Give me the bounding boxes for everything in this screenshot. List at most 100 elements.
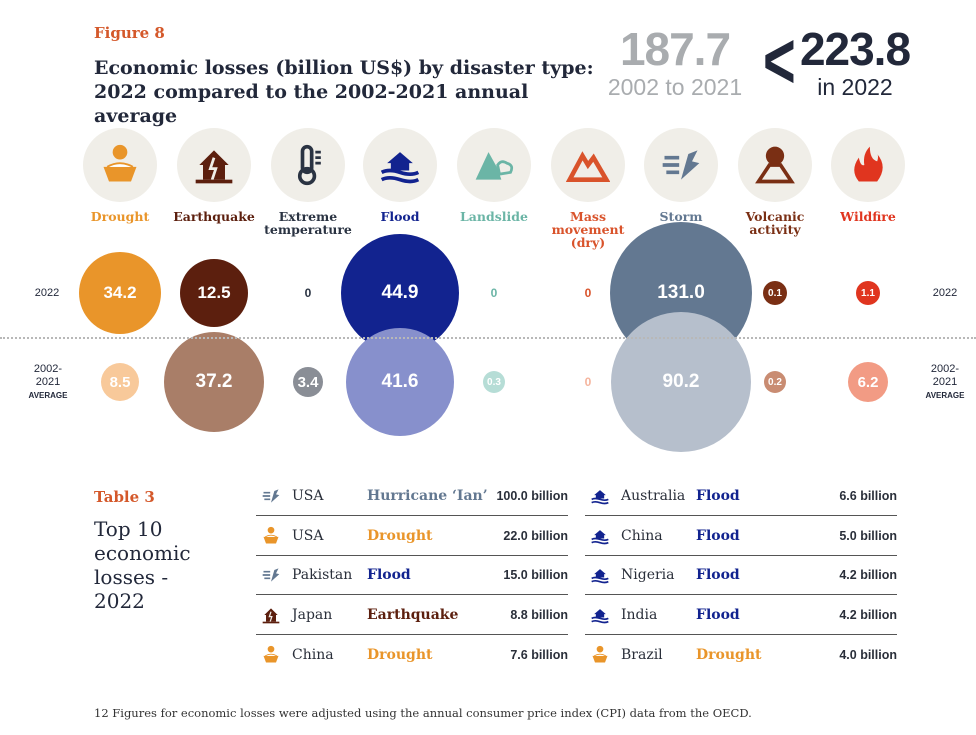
row-label-2022-right: 2022 xyxy=(932,287,958,299)
flood-icon xyxy=(380,152,420,184)
figure-label: Figure 8 xyxy=(94,24,165,42)
bubble-average: 0 xyxy=(584,375,592,389)
table-row: USA Hurricane ‘Ian’ 100.0 billion xyxy=(256,477,568,516)
volcano-icon xyxy=(755,146,795,184)
disaster-label: Drought xyxy=(90,209,150,224)
row-icon xyxy=(585,526,615,546)
disaster-icon-circle xyxy=(83,128,157,202)
drought-icon xyxy=(103,144,137,182)
mountain-icon xyxy=(566,151,610,182)
row-icon xyxy=(585,565,615,585)
disaster-label: Volcanic activity xyxy=(745,209,805,237)
divider-dotted xyxy=(0,337,976,339)
row-country: India xyxy=(621,606,658,623)
row-loss-value: 5.0 billion xyxy=(839,528,897,543)
bubble-2022: 0.1 xyxy=(763,281,787,305)
row-loss-value: 4.0 billion xyxy=(839,647,897,662)
drought-icon xyxy=(263,526,279,543)
bubble-average: 8.5 xyxy=(101,363,139,401)
row-loss-value: 6.6 billion xyxy=(839,489,897,503)
row-label-average: 2002- 2021 AVERAGE xyxy=(28,363,68,400)
disaster-label: Storm xyxy=(659,209,703,224)
row-disaster-type: Hurricane ‘Ian’ xyxy=(367,488,488,504)
row-disaster-type: Drought xyxy=(367,527,433,544)
table-row: Australia Flood 6.6 billion xyxy=(585,477,897,516)
disaster-icon-circle xyxy=(644,128,718,202)
flood-icon xyxy=(591,608,609,623)
disaster-label: Earthquake xyxy=(173,209,255,224)
table-row: China Drought 7.6 billion xyxy=(256,635,568,674)
bubble-2022: 12.5 xyxy=(180,259,248,327)
row-country: Australia xyxy=(621,488,686,504)
drought-icon xyxy=(263,645,279,662)
title-line-1: Economic losses (billion US$) by disaste… xyxy=(94,57,594,79)
drought-icon xyxy=(592,645,608,662)
disaster-icon-circle xyxy=(363,128,437,202)
row-country: China xyxy=(292,646,334,663)
flood-icon xyxy=(591,490,609,505)
table-label: Table 3 xyxy=(94,488,155,506)
row-country: Japan xyxy=(292,606,333,623)
row-icon xyxy=(585,645,615,665)
row-disaster-type: Flood xyxy=(696,567,740,583)
disaster-label: Landslide xyxy=(460,209,528,224)
disaster-label: Mass movement (dry) xyxy=(551,209,625,250)
disaster-icon-circle xyxy=(831,128,905,202)
earthquake-icon xyxy=(195,150,233,184)
row-disaster-type: Drought xyxy=(367,646,433,663)
flood-icon xyxy=(591,529,609,544)
average-total: 187.7 xyxy=(619,23,731,75)
table-row: Japan Earthquake 8.8 billion xyxy=(256,596,568,635)
bubble-average: 0.2 xyxy=(764,371,786,393)
row-country: Nigeria xyxy=(621,567,675,583)
row-loss-value: 7.6 billion xyxy=(510,647,568,662)
row-disaster-type: Earthquake xyxy=(367,606,459,623)
bubble-2022: 44.9 xyxy=(341,234,459,352)
row-loss-value: 100.0 billion xyxy=(496,489,568,503)
disaster-label: Extreme temperature xyxy=(264,209,352,237)
bubble-average: 3.4 xyxy=(293,367,323,397)
row-icon xyxy=(256,605,286,625)
row-country: Pakistan xyxy=(292,567,353,583)
row-disaster-type: Flood xyxy=(696,527,740,544)
bubble-2022: 0 xyxy=(304,286,312,300)
row-icon xyxy=(256,486,286,506)
table-row: Brazil Drought 4.0 billion xyxy=(585,635,897,674)
earthquake-icon xyxy=(262,607,280,623)
row-disaster-type: Flood xyxy=(696,606,740,623)
disaster-label: Flood xyxy=(380,209,420,224)
row-disaster-type: Drought xyxy=(696,646,762,663)
row-loss-value: 15.0 billion xyxy=(503,568,568,582)
disaster-icon-circle xyxy=(551,128,625,202)
row-icon xyxy=(256,526,286,546)
table-row: USA Drought 22.0 billion xyxy=(256,517,568,556)
disaster-icon-circle xyxy=(271,128,345,202)
current-total: 223.8 xyxy=(799,23,911,75)
flood-icon xyxy=(591,569,609,584)
row-label-average-right: 2002- 2021 AVERAGE xyxy=(925,363,965,400)
bubble-average: 41.6 xyxy=(346,328,454,436)
thermometer-icon xyxy=(297,144,321,186)
table-row: Nigeria Flood 4.2 billion xyxy=(585,556,897,595)
row-loss-value: 4.2 billion xyxy=(839,568,897,582)
bubble-average: 0.3 xyxy=(483,371,505,393)
bubble-average: 6.2 xyxy=(848,362,888,402)
row-country: USA xyxy=(292,488,324,504)
storm-icon xyxy=(262,568,280,582)
disaster-label: Wildfire xyxy=(840,209,896,224)
row-country: USA xyxy=(292,527,324,544)
storm-icon xyxy=(662,150,700,180)
row-country: Brazil xyxy=(621,646,663,663)
table-row: India Flood 4.2 billion xyxy=(585,596,897,635)
row-icon xyxy=(256,565,286,585)
bubble-2022: 0 xyxy=(490,286,498,300)
row-icon xyxy=(585,486,615,506)
wildfire-icon xyxy=(854,146,883,182)
bubble-2022: 0 xyxy=(584,286,592,300)
row-icon xyxy=(585,605,615,625)
table-row: China Flood 5.0 billion xyxy=(585,517,897,556)
row-disaster-type: Flood xyxy=(696,488,740,504)
bubble-2022: 34.2 xyxy=(79,252,161,334)
row-disaster-type: Flood xyxy=(367,567,411,583)
row-loss-value: 22.0 billion xyxy=(503,528,568,543)
